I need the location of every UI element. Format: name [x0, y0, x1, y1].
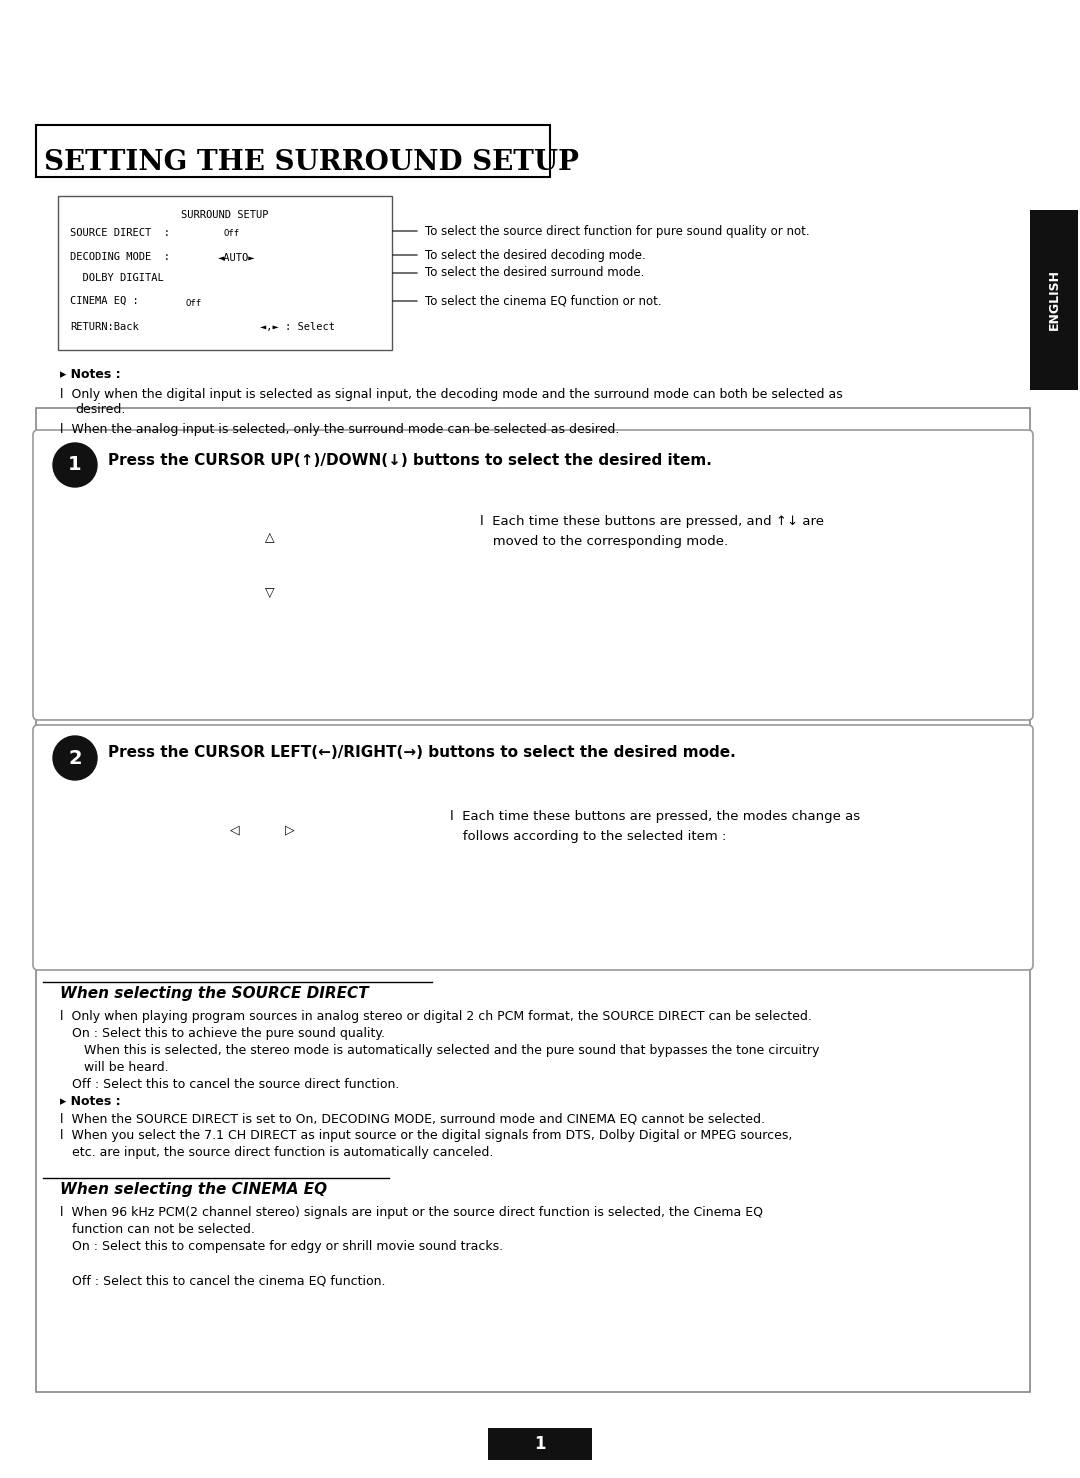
Text: On : Select this to compensate for edgy or shrill movie sound tracks.: On : Select this to compensate for edgy …	[60, 1240, 503, 1253]
Text: ◄,► : Select: ◄,► : Select	[260, 322, 335, 333]
FancyBboxPatch shape	[125, 791, 195, 800]
FancyBboxPatch shape	[33, 726, 1032, 970]
FancyBboxPatch shape	[127, 501, 213, 511]
Text: Off: Off	[224, 229, 240, 238]
Text: Off : Select this to cancel the cinema EQ function.: Off : Select this to cancel the cinema E…	[60, 1274, 386, 1287]
Text: l  Only when playing program sources in analog stereo or digital 2 ch PCM format: l Only when playing program sources in a…	[60, 1009, 812, 1023]
Text: ▸ Notes :: ▸ Notes :	[60, 368, 121, 381]
Text: l  When the SOURCE DIRECT is set to On, DECODING MODE, surround mode and CINEMA : l When the SOURCE DIRECT is set to On, D…	[60, 1111, 765, 1125]
Text: SURROUND SETUP: SURROUND SETUP	[181, 210, 269, 220]
Text: desired.: desired.	[75, 403, 125, 415]
Text: CINEMA EQ :: CINEMA EQ :	[70, 296, 138, 306]
FancyBboxPatch shape	[127, 582, 151, 596]
Text: ▽: ▽	[266, 585, 274, 599]
Text: follows according to the selected item :: follows according to the selected item :	[450, 831, 727, 842]
Text: SOURCE DIRECT  :: SOURCE DIRECT :	[70, 228, 170, 238]
Text: l  When 96 kHz PCM(2 channel stereo) signals are input or the source direct func: l When 96 kHz PCM(2 channel stereo) sign…	[60, 1206, 762, 1219]
FancyBboxPatch shape	[228, 513, 312, 616]
Polygon shape	[252, 528, 288, 550]
Text: DOLBY DIGITAL: DOLBY DIGITAL	[70, 273, 164, 282]
FancyBboxPatch shape	[146, 848, 164, 859]
Text: When selecting the CINEMA EQ: When selecting the CINEMA EQ	[60, 1182, 327, 1197]
Text: ◁: ◁	[230, 823, 240, 837]
Text: DECODING MODE  :: DECODING MODE :	[70, 253, 170, 262]
FancyBboxPatch shape	[36, 126, 550, 177]
Text: When this is selected, the stereo mode is automatically selected and the pure so: When this is selected, the stereo mode i…	[60, 1043, 820, 1057]
Text: ENGLISH: ENGLISH	[1048, 269, 1061, 331]
FancyBboxPatch shape	[58, 197, 392, 350]
Text: l  Only when the digital input is selected as signal input, the decoding mode an: l Only when the digital input is selecte…	[60, 389, 842, 401]
FancyBboxPatch shape	[183, 582, 207, 596]
FancyBboxPatch shape	[1030, 210, 1078, 390]
Text: RETURN:Back: RETURN:Back	[70, 322, 138, 333]
Text: moved to the corresponding mode.: moved to the corresponding mode.	[480, 535, 728, 548]
FancyBboxPatch shape	[127, 513, 213, 523]
Text: Press the CURSOR LEFT(←)/RIGHT(→) buttons to select the desired mode.: Press the CURSOR LEFT(←)/RIGHT(→) button…	[108, 745, 735, 760]
Text: l  When the analog input is selected, only the surround mode can be selected as : l When the analog input is selected, onl…	[60, 423, 619, 436]
FancyBboxPatch shape	[124, 848, 141, 859]
FancyBboxPatch shape	[36, 408, 1030, 1392]
Text: Off : Select this to cancel the source direct function.: Off : Select this to cancel the source d…	[60, 1077, 400, 1091]
Text: Press the CURSOR UP(↑)/DOWN(↓) buttons to select the desired item.: Press the CURSOR UP(↑)/DOWN(↓) buttons t…	[108, 452, 712, 469]
Text: To select the cinema EQ function or not.: To select the cinema EQ function or not.	[426, 294, 662, 307]
FancyBboxPatch shape	[208, 794, 318, 868]
Text: l  Each time these buttons are pressed, and ↑↓ are: l Each time these buttons are pressed, a…	[480, 514, 824, 528]
Text: To select the desired decoding mode.: To select the desired decoding mode.	[426, 248, 646, 262]
FancyBboxPatch shape	[183, 597, 207, 609]
FancyBboxPatch shape	[117, 486, 222, 687]
Text: will be heard.: will be heard.	[60, 1061, 168, 1075]
FancyBboxPatch shape	[168, 837, 186, 845]
FancyBboxPatch shape	[125, 811, 195, 819]
FancyBboxPatch shape	[156, 582, 179, 596]
Circle shape	[53, 736, 97, 780]
Text: ▷: ▷	[285, 823, 295, 837]
Text: l  Each time these buttons are pressed, the modes change as: l Each time these buttons are pressed, t…	[450, 810, 860, 823]
Text: l  When you select the 7.1 CH DIRECT as input source or the digital signals from: l When you select the 7.1 CH DIRECT as i…	[60, 1129, 793, 1142]
FancyBboxPatch shape	[183, 569, 207, 581]
Text: 1: 1	[68, 455, 82, 474]
Polygon shape	[252, 579, 288, 603]
FancyBboxPatch shape	[33, 430, 1032, 720]
FancyBboxPatch shape	[168, 848, 186, 859]
Circle shape	[53, 443, 97, 486]
Text: 2: 2	[68, 748, 82, 767]
Text: 1: 1	[535, 1435, 545, 1453]
FancyBboxPatch shape	[127, 569, 151, 581]
Text: △: △	[266, 532, 274, 544]
FancyBboxPatch shape	[127, 525, 213, 535]
Text: etc. are input, the source direct function is automatically canceled.: etc. are input, the source direct functi…	[60, 1145, 494, 1159]
Text: function can not be selected.: function can not be selected.	[60, 1222, 255, 1236]
Text: When selecting the SOURCE DIRECT: When selecting the SOURCE DIRECT	[60, 986, 368, 1001]
FancyBboxPatch shape	[125, 801, 195, 808]
FancyBboxPatch shape	[117, 777, 203, 939]
Text: To select the source direct function for pure sound quality or not.: To select the source direct function for…	[426, 225, 810, 238]
FancyBboxPatch shape	[124, 837, 141, 845]
Text: On : Select this to achieve the pure sound quality.: On : Select this to achieve the pure sou…	[60, 1027, 384, 1041]
FancyBboxPatch shape	[127, 597, 151, 609]
FancyBboxPatch shape	[156, 569, 179, 581]
Polygon shape	[280, 813, 300, 847]
Text: Off: Off	[186, 299, 202, 307]
FancyBboxPatch shape	[127, 548, 213, 559]
FancyBboxPatch shape	[488, 1428, 592, 1460]
FancyBboxPatch shape	[156, 597, 179, 609]
FancyBboxPatch shape	[217, 226, 247, 241]
Text: ◄AUTO►: ◄AUTO►	[218, 253, 256, 263]
FancyBboxPatch shape	[127, 537, 213, 547]
Polygon shape	[225, 813, 245, 847]
FancyBboxPatch shape	[179, 296, 210, 310]
Text: ▸ Notes :: ▸ Notes :	[60, 1095, 121, 1108]
FancyBboxPatch shape	[146, 837, 164, 845]
Text: SETTING THE SURROUND SETUP: SETTING THE SURROUND SETUP	[44, 149, 579, 176]
Text: To select the desired surround mode.: To select the desired surround mode.	[426, 266, 645, 279]
